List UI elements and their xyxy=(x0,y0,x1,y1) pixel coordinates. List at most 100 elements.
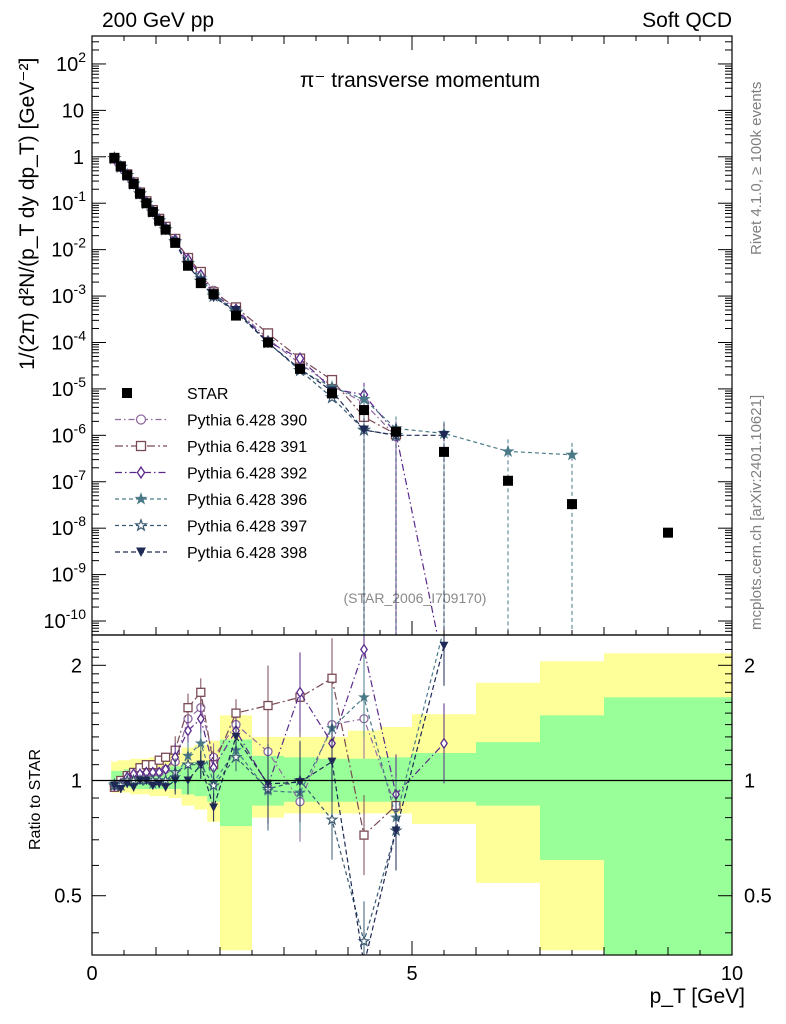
legend-marker-star xyxy=(122,388,132,398)
star-point xyxy=(147,206,158,217)
star-point xyxy=(359,405,369,416)
legend-marker xyxy=(135,414,147,425)
ratio-point xyxy=(358,691,370,703)
legend-label: Pythia 6.428 398 xyxy=(187,545,307,562)
ratio-point xyxy=(184,724,192,737)
star-point xyxy=(195,278,206,289)
legend-label: Pythia 6.428 396 xyxy=(187,492,307,509)
ratio-plot-layer xyxy=(92,635,732,955)
legend-marker xyxy=(136,465,146,480)
star-point xyxy=(503,475,513,486)
mc-series-5 xyxy=(107,151,404,635)
ratio-point xyxy=(160,752,171,762)
ratio-point xyxy=(116,785,126,794)
y-tick-label: 102 xyxy=(56,49,86,76)
ratio-tick-label: 0.5 xyxy=(54,886,82,908)
legend-marker xyxy=(136,547,146,557)
mc-series-6 xyxy=(109,153,449,635)
y-tick-label: 10-4 xyxy=(51,327,86,354)
ratio-point xyxy=(161,783,170,792)
star-point xyxy=(154,215,165,226)
ratio-point xyxy=(296,686,304,699)
star-point xyxy=(109,152,120,163)
ratio-tick-label-right: 2 xyxy=(744,655,755,677)
mc-line xyxy=(113,158,397,436)
ratio-tick-label-right: 0.5 xyxy=(744,886,772,908)
ratio-point xyxy=(231,732,241,742)
ratio-axis-label: Ratio to STAR xyxy=(27,749,44,850)
legend-entry-2: Pythia 6.428 391 xyxy=(115,439,307,456)
y-tick-label: 10-3 xyxy=(51,281,86,308)
star-point xyxy=(122,170,133,181)
header-left: 200 GeV pp xyxy=(102,9,214,32)
star-point xyxy=(141,198,152,209)
ratio-point xyxy=(327,673,337,683)
legend-entry-3: Pythia 6.428 392 xyxy=(115,466,307,483)
ratio-point xyxy=(196,712,205,725)
star-point xyxy=(231,310,241,321)
green-band-bin xyxy=(604,697,732,955)
legend-entry-1: Pythia 6.428 390 xyxy=(115,413,307,430)
star-point xyxy=(128,178,139,189)
ratio-point xyxy=(325,812,339,826)
legend-label: Pythia 6.428 397 xyxy=(187,519,307,536)
legend-entry-6: Pythia 6.428 398 xyxy=(115,545,307,562)
ratio-point xyxy=(263,700,273,711)
y-tick-label: 10-5 xyxy=(51,374,86,401)
star-point xyxy=(115,161,126,172)
main-plot-layer xyxy=(107,151,673,635)
legend-label-star: STAR xyxy=(187,386,228,403)
legend-marker xyxy=(133,518,149,532)
ratio-point xyxy=(129,783,138,792)
mc-series-1 xyxy=(109,153,402,635)
star-point xyxy=(663,527,673,538)
ratio-point xyxy=(196,687,206,697)
mc-line xyxy=(113,158,397,435)
green-band-bin xyxy=(540,715,604,860)
side-label-mcplots: mcplots.cern.ch [arXiv:2401.10621] xyxy=(748,395,765,630)
star-point xyxy=(170,237,181,248)
ratio-point xyxy=(183,703,193,713)
star-point xyxy=(160,224,171,235)
ratio-point xyxy=(391,826,401,835)
ratio-point xyxy=(229,750,243,763)
ratio-point xyxy=(231,708,241,718)
legend-entry-star: STAR xyxy=(122,386,228,403)
legend-marker xyxy=(135,440,147,452)
y-axis-label: 1/(2π) d²N/(p_T dy dp_T) [GeV⁻²] xyxy=(16,58,39,370)
ratio-tick-label: 1 xyxy=(71,771,82,793)
ratio-point xyxy=(122,779,132,789)
legend-entry-5: Pythia 6.428 397 xyxy=(115,518,307,536)
x-tick-label: 0 xyxy=(86,963,97,985)
mc-point xyxy=(439,430,449,441)
side-label-rivet: Rivet 4.1.0, ≥ 100k events xyxy=(748,82,765,255)
y-tick-label: 10-9 xyxy=(51,560,86,587)
star-point xyxy=(391,426,401,437)
mc-series-2 xyxy=(109,153,402,635)
y-tick-label: 10-10 xyxy=(44,606,87,633)
y-tick-label: 10-8 xyxy=(51,513,86,540)
y-tick-label: 10 xyxy=(62,100,84,122)
star-point xyxy=(567,499,577,510)
ratio-point xyxy=(440,737,448,750)
ratio-point xyxy=(196,760,206,770)
mc-line xyxy=(113,158,444,436)
ratio-uncertainty-bands xyxy=(111,653,732,955)
x-axis-label: p_T [GeV] xyxy=(650,985,745,1008)
plot-title: π⁻ transverse momentum xyxy=(300,69,540,92)
ratio-point xyxy=(439,641,449,651)
ratio-tick-label-right: 1 xyxy=(744,771,755,793)
ratio-point xyxy=(327,757,337,767)
star-series xyxy=(109,152,673,538)
star-point xyxy=(135,188,145,199)
star-point xyxy=(263,337,273,348)
ratio-point xyxy=(194,737,207,749)
ratio-point xyxy=(360,643,368,656)
ratio-point xyxy=(154,779,164,789)
legend-label: Pythia 6.428 391 xyxy=(187,439,307,456)
ratio-point xyxy=(148,781,158,790)
x-tick-label: 10 xyxy=(721,963,743,985)
mc-line xyxy=(113,157,573,456)
ratio-line xyxy=(114,647,445,796)
